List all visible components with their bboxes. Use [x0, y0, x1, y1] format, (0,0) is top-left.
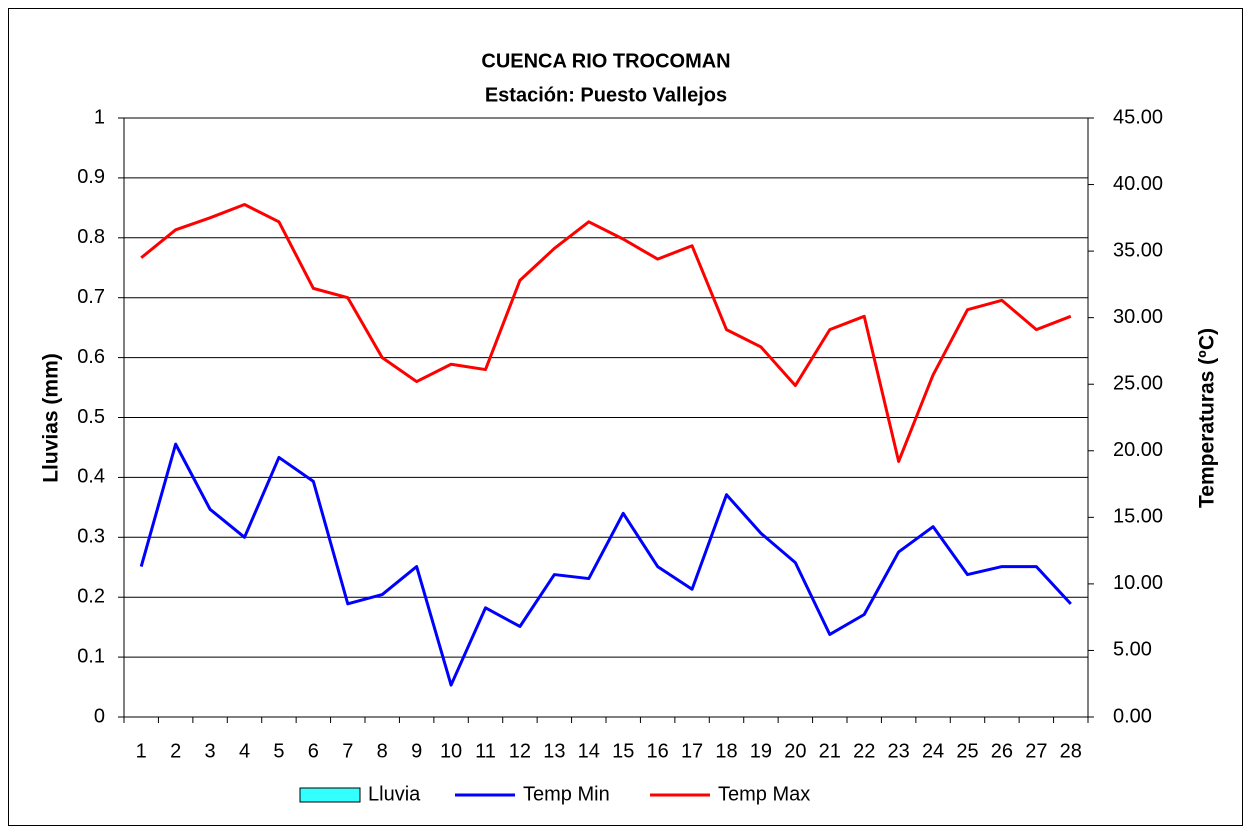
x-tick-label: 11	[475, 740, 496, 762]
x-tick-label: 21	[819, 740, 841, 762]
chart-subtitle: Estación: Puesto Vallejos	[485, 84, 727, 106]
y-tick-label: 0.4	[77, 466, 105, 488]
y-axis-label: Lluvias (mm)	[40, 353, 63, 483]
y2-tick-label: 30.00	[1113, 306, 1163, 328]
x-tick-label: 10	[440, 740, 462, 762]
y2-tick-label: 35.00	[1113, 239, 1163, 261]
y-tick-label: 0.3	[77, 526, 105, 548]
y-tick-label: 0.5	[77, 406, 105, 428]
x-tick-label: 28	[1060, 740, 1082, 762]
y-tick-label: 0.2	[77, 585, 105, 607]
x-tick-label: 6	[308, 740, 319, 762]
legend-swatch	[299, 787, 361, 803]
y-tick-label: 1	[94, 106, 105, 128]
y-tick-label: 0.1	[77, 645, 105, 667]
legend-label: Temp Max	[718, 783, 810, 805]
y2-axis-label: Temperaturas (ºC)	[1196, 328, 1219, 508]
x-tick-label: 1	[136, 740, 147, 762]
x-tick-label: 13	[543, 740, 565, 762]
x-tick-label: 25	[956, 740, 978, 762]
y-tick-label: 0	[94, 705, 105, 727]
x-tick-label: 20	[784, 740, 806, 762]
x-tick-label: 27	[1025, 740, 1047, 762]
x-tick-label: 23	[888, 740, 910, 762]
y2-tick-label: 0.00	[1113, 705, 1152, 727]
x-tick-label: 2	[170, 740, 181, 762]
x-tick-label: 9	[411, 740, 422, 762]
legend-label: Lluvia	[368, 783, 421, 805]
x-tick-label: 15	[612, 740, 634, 762]
x-tick-label: 16	[647, 740, 669, 762]
x-tick-label: 24	[922, 740, 944, 762]
y-tick-label: 0.9	[77, 166, 105, 188]
chart-title: CUENCA RIO TROCOMAN	[481, 50, 730, 72]
y-tick-label: 0.8	[77, 226, 105, 248]
x-tick-label: 4	[239, 740, 250, 762]
y2-tick-label: 5.00	[1113, 639, 1152, 661]
x-tick-label: 5	[273, 740, 284, 762]
y2-tick-label: 40.00	[1113, 173, 1163, 195]
x-tick-label: 17	[681, 740, 703, 762]
legend-label: Temp Min	[523, 783, 610, 805]
x-tick-label: 12	[509, 740, 531, 762]
y2-tick-label: 20.00	[1113, 439, 1163, 461]
line-series	[140, 203, 1072, 463]
x-tick-label: 18	[715, 740, 737, 762]
y2-tick-label: 25.00	[1113, 373, 1163, 395]
y-tick-label: 0.6	[77, 346, 105, 368]
y2-tick-label: 45.00	[1113, 106, 1163, 128]
x-tick-label: 22	[853, 740, 875, 762]
x-tick-label: 14	[578, 740, 600, 762]
x-tick-label: 7	[342, 740, 353, 762]
line-series	[139, 442, 1072, 687]
x-tick-label: 26	[991, 740, 1013, 762]
y-tick-label: 0.7	[77, 286, 105, 308]
x-tick-label: 19	[750, 740, 772, 762]
y2-tick-label: 15.00	[1113, 506, 1163, 528]
y2-tick-label: 10.00	[1113, 572, 1163, 594]
x-tick-label: 8	[377, 740, 388, 762]
x-tick-label: 3	[205, 740, 216, 762]
